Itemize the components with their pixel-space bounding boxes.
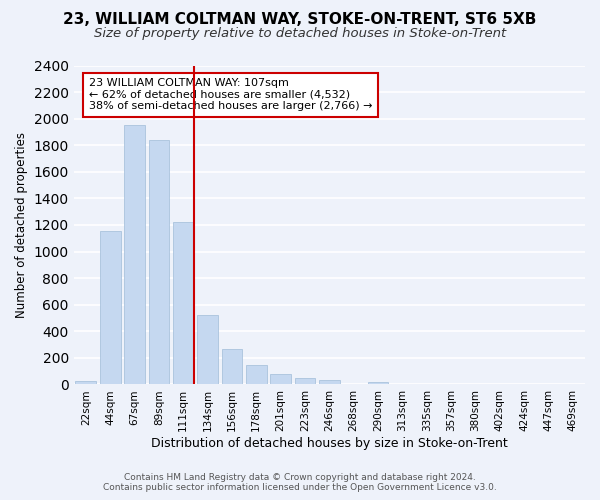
Bar [149, 140, 169, 384]
Text: 23 WILLIAM COLTMAN WAY: 107sqm
← 62% of detached houses are smaller (4,532)
38% : 23 WILLIAM COLTMAN WAY: 107sqm ← 62% of … [89, 78, 373, 112]
Text: Size of property relative to detached houses in Stoke-on-Trent: Size of property relative to detached ho… [94, 28, 506, 40]
Bar [197, 316, 218, 384]
Bar [246, 364, 266, 384]
Bar [221, 349, 242, 384]
Text: 23, WILLIAM COLTMAN WAY, STOKE-ON-TRENT, ST6 5XB: 23, WILLIAM COLTMAN WAY, STOKE-ON-TRENT,… [64, 12, 536, 28]
Bar [100, 231, 121, 384]
Text: Contains HM Land Registry data © Crown copyright and database right 2024.
Contai: Contains HM Land Registry data © Crown c… [103, 473, 497, 492]
Bar [368, 382, 388, 384]
Bar [319, 380, 340, 384]
Bar [295, 378, 316, 384]
Bar [76, 381, 96, 384]
Bar [270, 374, 291, 384]
Bar [173, 222, 194, 384]
Bar [124, 126, 145, 384]
X-axis label: Distribution of detached houses by size in Stoke-on-Trent: Distribution of detached houses by size … [151, 437, 508, 450]
Y-axis label: Number of detached properties: Number of detached properties [15, 132, 28, 318]
